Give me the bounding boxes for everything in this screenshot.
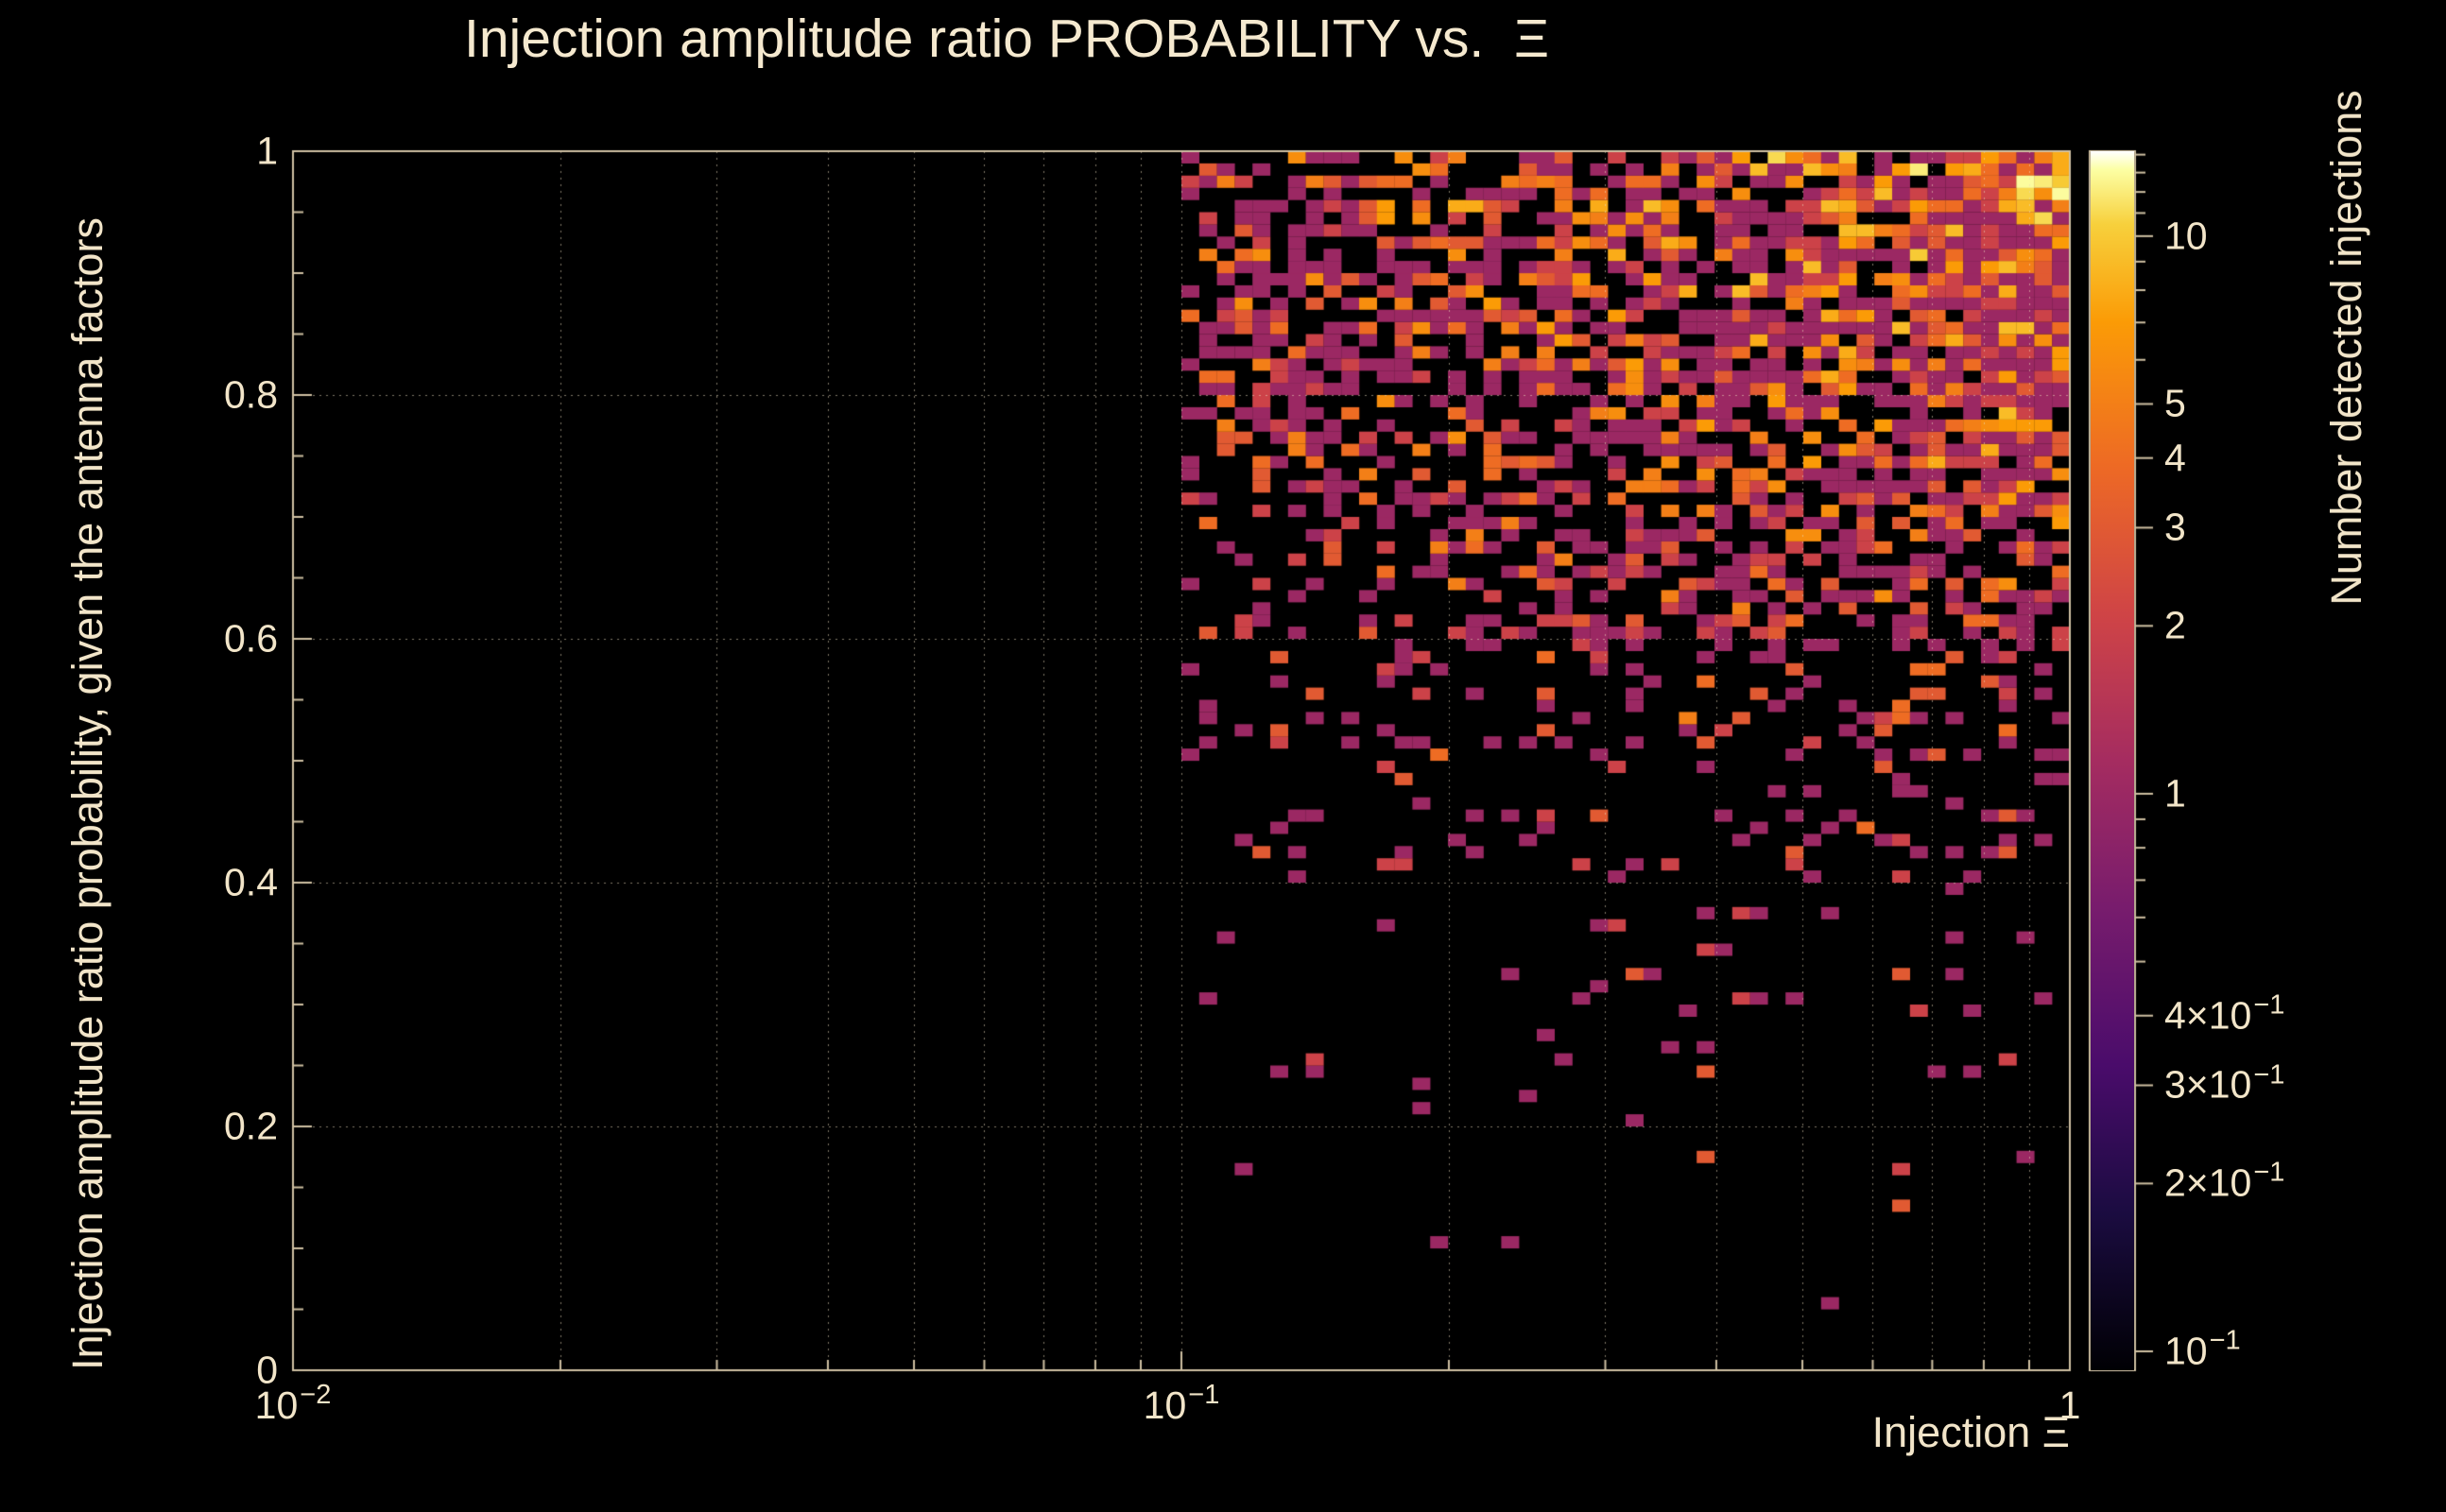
colorbar-label: Number detected injections (2322, 90, 2370, 606)
colorbar-tick-label: 4 (2164, 436, 2186, 480)
exponent: −1 (1188, 1380, 1220, 1411)
y-axis-label: Injection amplitude ratio probability, g… (63, 217, 112, 1370)
colorbar-tick-label: 2 (2164, 603, 2186, 647)
y-tick-label: 0.8 (224, 372, 278, 417)
colorbar-tick-label: 10 (2164, 214, 2208, 258)
y-tick-label: 0.6 (224, 616, 278, 661)
x-tick-label: 10−2 (254, 1380, 332, 1427)
colorbar (2091, 151, 2134, 1370)
x-tick-label: 10−1 (1143, 1380, 1220, 1427)
colorbar-tick-label: 10−1 (2164, 1325, 2241, 1373)
colorbar-tick-label: 2×10−1 (2164, 1157, 2285, 1205)
x-axis-label: Injection Ξ (1871, 1408, 2070, 1456)
chart-title: Injection amplitude ratio PROBABILITY vs… (464, 9, 1549, 69)
exponent: −1 (2253, 989, 2285, 1021)
y-tick-label: 1 (256, 129, 278, 173)
colorbar-tick-label: 1 (2164, 771, 2186, 816)
exponent: −1 (2209, 1325, 2241, 1356)
colorbar-tick-label: 3×10−1 (2164, 1059, 2285, 1107)
exponent: −1 (2253, 1059, 2285, 1091)
x-tick-label: 1 (2058, 1383, 2081, 1427)
colorbar-tick-label: 4×10−1 (2164, 989, 2285, 1038)
y-tick-label: 0.4 (224, 860, 278, 904)
colorbar-tick-label: 5 (2164, 381, 2186, 425)
colorbar-tick-label: 3 (2164, 505, 2186, 549)
y-tick-label: 0 (256, 1348, 278, 1392)
y-tick-label: 0.2 (224, 1104, 278, 1148)
exponent: −1 (2253, 1157, 2285, 1188)
exponent: −2 (300, 1380, 332, 1411)
